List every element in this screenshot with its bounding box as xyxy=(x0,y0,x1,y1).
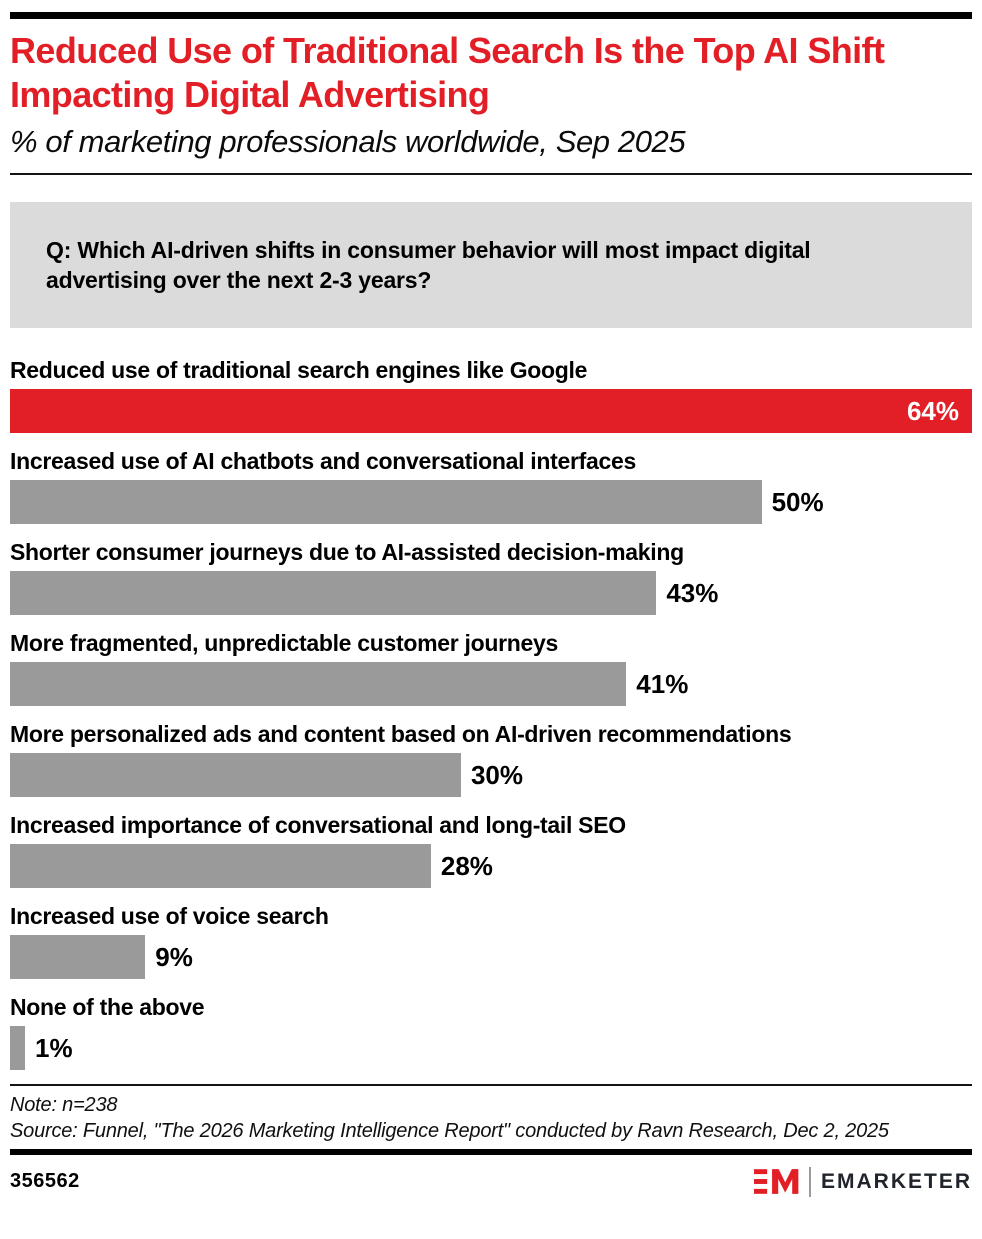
page-title: Reduced Use of Traditional Search Is the… xyxy=(10,30,885,115)
bar-row: Reduced use of traditional search engine… xyxy=(10,356,972,433)
bar-row: More fragmented, unpredictable customer … xyxy=(10,629,972,706)
bar-row: Increased use of AI chatbots and convers… xyxy=(10,447,972,524)
top-rule xyxy=(10,12,972,19)
bar-value-label: 64% xyxy=(906,395,959,426)
infographic-page: Reduced Use of Traditional Search Is the… xyxy=(10,12,972,1197)
bar xyxy=(10,571,657,615)
bar xyxy=(10,480,762,524)
bar xyxy=(10,844,431,888)
header-divider xyxy=(10,173,972,175)
bar-value-label: 43% xyxy=(666,577,719,608)
bar-value-label: 9% xyxy=(155,941,193,972)
source-text: Source: Funnel, "The 2026 Marketing Inte… xyxy=(10,1120,889,1142)
bottom-rule xyxy=(10,1149,972,1155)
bar-value-label: 41% xyxy=(636,668,689,699)
bar-label: More fragmented, unpredictable customer … xyxy=(10,630,558,656)
bar xyxy=(10,753,461,797)
bar xyxy=(10,935,146,979)
em-logo-icon xyxy=(753,1169,799,1194)
logo-divider xyxy=(808,1166,811,1197)
notes-block: Note: n=238 Source: Funnel, "The 2026 Ma… xyxy=(10,1092,972,1144)
page-subtitle: % of marketing professionals worldwide, … xyxy=(10,124,686,159)
bar: 64% xyxy=(10,389,972,433)
bar-label: Increased use of voice search xyxy=(10,903,329,929)
bar-value-label: 1% xyxy=(35,1032,73,1063)
bar-row: None of the above 1% xyxy=(10,993,972,1070)
brand-name: EMARKETER xyxy=(820,1169,972,1193)
bar-line: 9% xyxy=(10,935,972,979)
survey-question-text: Q: Which AI-driven shifts in consumer be… xyxy=(46,237,811,293)
bar-row: Shorter consumer journeys due to AI-assi… xyxy=(10,538,972,615)
bar-chart: Reduced use of traditional search engine… xyxy=(10,356,972,1070)
survey-question-box: Q: Which AI-driven shifts in consumer be… xyxy=(10,202,972,328)
footer-bar: 356562 EMARKETER xyxy=(10,1166,972,1197)
bar-label: None of the above xyxy=(10,994,205,1020)
bar-label: Increased use of AI chatbots and convers… xyxy=(10,448,636,474)
bar-row: More personalized ads and content based … xyxy=(10,720,972,797)
bar-row: Increased use of voice search 9% xyxy=(10,902,972,979)
bar-line: 30% xyxy=(10,753,972,797)
bar-line: 43% xyxy=(10,571,972,615)
notes-divider xyxy=(10,1084,972,1086)
bar-line: 28% xyxy=(10,844,972,888)
emarketer-logo: EMARKETER xyxy=(753,1166,972,1197)
bar-label: Reduced use of traditional search engine… xyxy=(10,357,588,383)
bar-value-label: 30% xyxy=(470,759,523,790)
bar-value-label: 28% xyxy=(440,850,493,881)
bar-line: 41% xyxy=(10,662,972,706)
bar xyxy=(10,1026,26,1070)
bar xyxy=(10,662,627,706)
bar-line: 64% xyxy=(10,389,972,433)
bar-label: Shorter consumer journeys due to AI-assi… xyxy=(10,539,684,565)
chart-id: 356562 xyxy=(10,1170,80,1192)
bar-row: Increased importance of conversational a… xyxy=(10,811,972,888)
bar-line: 1% xyxy=(10,1026,972,1070)
bar-label: Increased importance of conversational a… xyxy=(10,812,626,838)
bar-label: More personalized ads and content based … xyxy=(10,721,792,747)
note-text: Note: n=238 xyxy=(10,1094,118,1116)
bar-line: 50% xyxy=(10,480,972,524)
bar-value-label: 50% xyxy=(771,486,824,517)
